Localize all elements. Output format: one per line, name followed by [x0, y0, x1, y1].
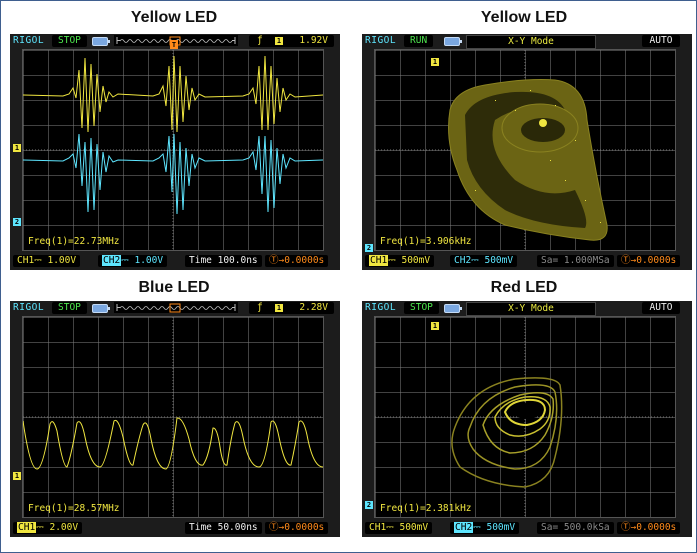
scope-panel-blue: RIGOL STOP ƒ 1 2.28V T Freq(1)=28.57MHz …: [10, 301, 340, 537]
brand-label: RIGOL: [13, 302, 45, 313]
ch1-label: CH1: [17, 522, 37, 533]
ch1-scale-value: 500mV: [399, 522, 429, 533]
trigger-level: 1.92V: [299, 35, 328, 46]
brand-label: RIGOL: [365, 302, 397, 313]
ch1-level-marker[interactable]: 1: [13, 144, 21, 152]
ch1-scale[interactable]: CH1⎓ 2.00V: [13, 522, 83, 534]
xy-grid: Freq(1)=2.381kHz: [374, 316, 676, 518]
ch1-level-marker[interactable]: 1: [431, 58, 439, 66]
frequency-readout: Freq(1)=3.906kHz: [380, 236, 472, 247]
ch1-label: CH1: [17, 255, 35, 266]
trigger-offset[interactable]: Ⓣ→0.0000s: [617, 522, 681, 534]
trigger-level: 2.28V: [299, 302, 328, 313]
trigger-offset-value: 0.0000s: [636, 522, 677, 533]
ch2-label: CH2: [102, 255, 122, 266]
waveform-grid: Freq(1)=28.57MHz: [22, 316, 324, 518]
panel-title-red-led: Red LED: [490, 279, 558, 296]
trigger-offset[interactable]: Ⓣ→0.0000s: [617, 255, 681, 267]
ch2-scale-value: 1.00V: [134, 255, 164, 266]
waveform-grid: Freq(1)=22.73MHz: [22, 49, 324, 251]
trigger-settings[interactable]: ƒ 1 1.92V: [249, 35, 334, 47]
panel-title-yellow-led-yt: Yellow LED: [130, 9, 218, 26]
trigger-offset[interactable]: Ⓣ→0.0000s: [265, 522, 329, 534]
waveform-traces: [23, 317, 323, 517]
ch2-level-marker[interactable]: 2: [365, 501, 373, 509]
run-stop-status[interactable]: STOP: [52, 35, 87, 47]
trigger-position-marker: T: [170, 40, 178, 50]
ch1-trace: [23, 417, 323, 470]
ch2-label: CH2: [454, 522, 474, 533]
scope-topbar: RIGOL STOP X-Y Mode AUTO: [362, 301, 692, 316]
frequency-readout: Freq(1)=22.73MHz: [28, 236, 120, 247]
ch1-level-marker[interactable]: 1: [13, 472, 21, 480]
run-stop-status[interactable]: RUN: [404, 35, 434, 47]
panel-title-yellow-led-xy: Yellow LED: [480, 9, 568, 26]
ch2-label: CH2: [454, 255, 472, 266]
run-stop-status[interactable]: STOP: [404, 302, 439, 314]
ch1-level-marker[interactable]: 1: [431, 322, 439, 330]
ch1-scale-value: 1.00V: [47, 255, 77, 266]
trigger-mode[interactable]: AUTO: [642, 302, 680, 314]
ch1-scale-value: 500mV: [401, 255, 431, 266]
battery-icon: [92, 304, 110, 313]
trigger-settings[interactable]: ƒ 1 2.28V: [249, 302, 334, 314]
waveform-traces: [23, 50, 323, 250]
ch2-level-marker[interactable]: 2: [365, 244, 373, 252]
ch2-scale[interactable]: CH2⎓ 1.00V: [98, 255, 168, 267]
ch1-scale-value: 2.00V: [49, 522, 79, 533]
scope-panel-yellow-xy: RIGOL RUN X-Y Mode AUTO Freq(1)=3.906kHz…: [362, 34, 692, 270]
xy-attractor-plot: [375, 317, 675, 517]
scope-bottombar: CH1⎓ 500mV CH2⎓ 500mV Sa= 500.0kSa Ⓣ→0.0…: [362, 521, 692, 535]
rising-edge-icon: ƒ: [257, 302, 263, 313]
memory-depth-bar: [114, 302, 238, 313]
battery-icon: [444, 304, 462, 313]
brand-label: RIGOL: [365, 35, 397, 46]
ch1-scale[interactable]: CH1⎓ 500mV: [365, 522, 433, 534]
trigger-source-badge: 1: [275, 37, 283, 45]
scope-panel-yellow-yt: RIGOL STOP ƒ 1 1.92V T Freq(1)=22.73MHz: [10, 34, 340, 270]
frequency-readout: Freq(1)=2.381kHz: [380, 503, 472, 514]
scope-topbar: RIGOL STOP ƒ 1 2.28V: [10, 301, 340, 315]
xy-grid: Freq(1)=3.906kHz: [374, 49, 676, 251]
trigger-offset-value: 0.0000s: [284, 522, 325, 533]
ch1-scale[interactable]: CH1⎓ 1.00V: [13, 255, 81, 267]
xy-mode-label: X-Y Mode: [466, 302, 596, 316]
sample-rate: Sa= 500.0kSa: [537, 522, 614, 534]
sample-rate: Sa= 1.000MSa: [537, 255, 614, 267]
run-stop-status[interactable]: STOP: [52, 302, 87, 314]
trigger-offset[interactable]: Ⓣ→0.0000s: [265, 255, 329, 267]
ch1-scale[interactable]: CH1⎓ 500mV: [365, 255, 435, 267]
scope-bottombar: CH1⎓ 2.00V Time 50.00ns Ⓣ→0.0000s: [10, 521, 340, 535]
ch2-level-marker[interactable]: 2: [13, 218, 21, 226]
ch2-scale-value: 500mV: [484, 255, 514, 266]
ch2-scale[interactable]: CH2⎓ 500mV: [450, 255, 518, 267]
rising-edge-icon: ƒ: [257, 35, 263, 46]
ch1-trace: [23, 55, 323, 133]
ch2-scale-value: 500mV: [486, 522, 516, 533]
ch1-label: CH1: [369, 255, 389, 266]
scope-bottombar: CH1⎓ 500mV CH2⎓ 500mV Sa= 1.000MSa Ⓣ→0.0…: [362, 254, 692, 268]
ch1-label: CH1: [369, 522, 387, 533]
xy-attractor-plot: [375, 50, 675, 250]
panel-title-blue-led: Blue LED: [138, 279, 210, 296]
brand-label: RIGOL: [13, 35, 45, 46]
trigger-offset-value: 0.0000s: [636, 255, 677, 266]
battery-icon: [444, 37, 462, 46]
scope-bottombar: CH1⎓ 1.00V CH2⎓ 1.00V Time 100.0ns Ⓣ→0.0…: [10, 254, 340, 268]
scope-panel-red: RIGOL STOP X-Y Mode AUTO Freq(1)=2.381kH…: [362, 301, 692, 537]
ch2-trace: [23, 133, 323, 215]
trigger-source-badge: 1: [275, 304, 283, 312]
timebase[interactable]: Time 50.00ns: [185, 522, 262, 534]
frequency-readout: Freq(1)=28.57MHz: [28, 503, 120, 514]
scope-topbar: RIGOL RUN X-Y Mode AUTO: [362, 34, 692, 49]
timebase[interactable]: Time 100.0ns: [185, 255, 262, 267]
ch2-scale[interactable]: CH2⎓ 500mV: [450, 522, 520, 534]
trigger-offset-value: 0.0000s: [284, 255, 325, 266]
xy-mode-label: X-Y Mode: [466, 35, 596, 49]
memory-waveform-icon: [116, 303, 236, 313]
trigger-mode[interactable]: AUTO: [642, 35, 680, 47]
battery-icon: [92, 37, 110, 46]
